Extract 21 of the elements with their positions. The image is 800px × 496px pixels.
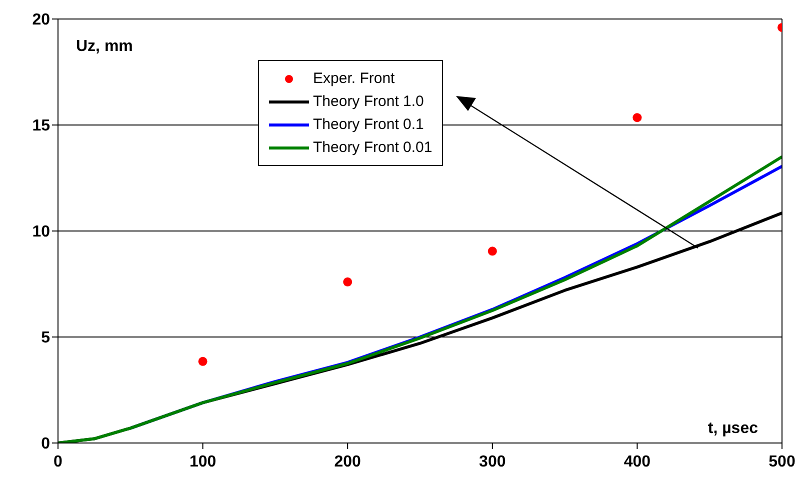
y-tick-label: 20 (32, 12, 50, 29)
y-tick-label: 15 (32, 118, 50, 135)
point (343, 277, 352, 286)
y-axis-title: Uz, mm (76, 38, 133, 56)
x-tick-label: 200 (334, 453, 362, 470)
legend-label: Exper. Front (313, 70, 395, 87)
y-tick-label: 0 (41, 436, 50, 453)
point (488, 246, 497, 256)
legend-label: Theory Front 0.01 (313, 139, 432, 156)
x-tick-label: 300 (479, 453, 506, 470)
x-tick-label: 100 (189, 453, 216, 470)
point (198, 356, 208, 366)
y-tick-label: 10 (32, 224, 50, 241)
point (632, 113, 642, 122)
x-axis-title: t, µsec (708, 420, 758, 438)
legend-label: Theory Front 0.1 (313, 116, 424, 133)
x-tick-label: 400 (624, 453, 651, 470)
y-tick-label: 5 (41, 330, 50, 347)
x-tick-label: 0 (54, 453, 63, 470)
legend-label: Theory Front 1.0 (313, 93, 424, 110)
x-tick-label: 500 (768, 453, 796, 470)
